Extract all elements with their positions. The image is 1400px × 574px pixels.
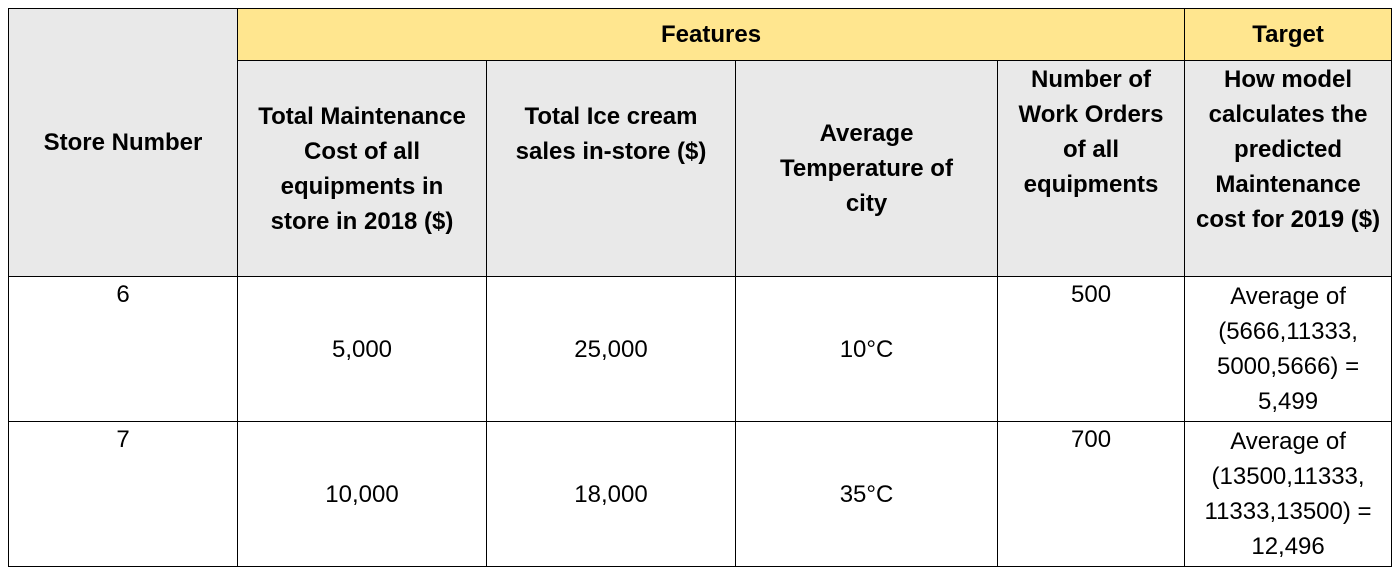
- maintenance-cost-cell: 5,000: [237, 276, 487, 422]
- avg-temperature-cell: 35°C: [735, 421, 998, 567]
- avg-temperature-cell: 10°C: [735, 276, 998, 422]
- store-number-cell: 6: [8, 276, 238, 422]
- ice-cream-sales-cell: 25,000: [486, 276, 736, 422]
- table-row: 6 5,000 25,000 10°C 500 Average of (5666…: [8, 276, 1393, 422]
- column-header-row: Total Maintenance Cost of all equipments…: [9, 60, 1393, 277]
- target-group-header: Target: [1184, 8, 1393, 61]
- store-number-cell: 7: [8, 421, 238, 567]
- avg-temperature-header: Average Temperature of city: [735, 60, 998, 277]
- ice-cream-sales-header-label: Total Ice cream sales in-store ($): [515, 103, 707, 165]
- maintenance-cost-cell: 10,000: [237, 421, 487, 567]
- avg-temperature-header-label: Average Temperature of city: [780, 120, 953, 217]
- target-calc-cell: Average of (13500,11333, 11333,13500) = …: [1184, 421, 1393, 567]
- target-calc-header: How model calculates the predicted Maint…: [1184, 60, 1393, 277]
- ice-cream-sales-header: Total Ice cream sales in-store ($): [486, 60, 736, 277]
- maintenance-cost-header: Total Maintenance Cost of all equipments…: [237, 60, 487, 277]
- features-group-header: Features: [236, 8, 1186, 61]
- work-orders-cell: 700: [996, 421, 1186, 567]
- work-orders-header-label: Number of Work Orders of all equipments: [1018, 66, 1164, 198]
- maintenance-prediction-table: Store Number Features Target Total Maint…: [8, 8, 1393, 567]
- work-orders-header: Number of Work Orders of all equipments: [996, 60, 1186, 277]
- work-orders-cell: 500: [996, 276, 1186, 422]
- store-number-header-label: Store Number: [43, 129, 203, 156]
- table-container: Store Number Features Target Total Maint…: [8, 8, 1393, 567]
- table-row: 7 10,000 18,000 35°C 700 Average of (135…: [8, 421, 1393, 567]
- target-calc-header-label: How model calculates the predicted Maint…: [1196, 66, 1381, 233]
- maintenance-cost-header-label: Total Maintenance Cost of all equipments…: [258, 102, 466, 235]
- store-number-header: Store Number: [8, 8, 238, 277]
- group-header-row: Store Number Features Target: [8, 8, 1393, 277]
- ice-cream-sales-cell: 18,000: [486, 421, 736, 567]
- target-calc-cell: Average of (5666,11333, 5000,5666) = 5,4…: [1184, 276, 1393, 422]
